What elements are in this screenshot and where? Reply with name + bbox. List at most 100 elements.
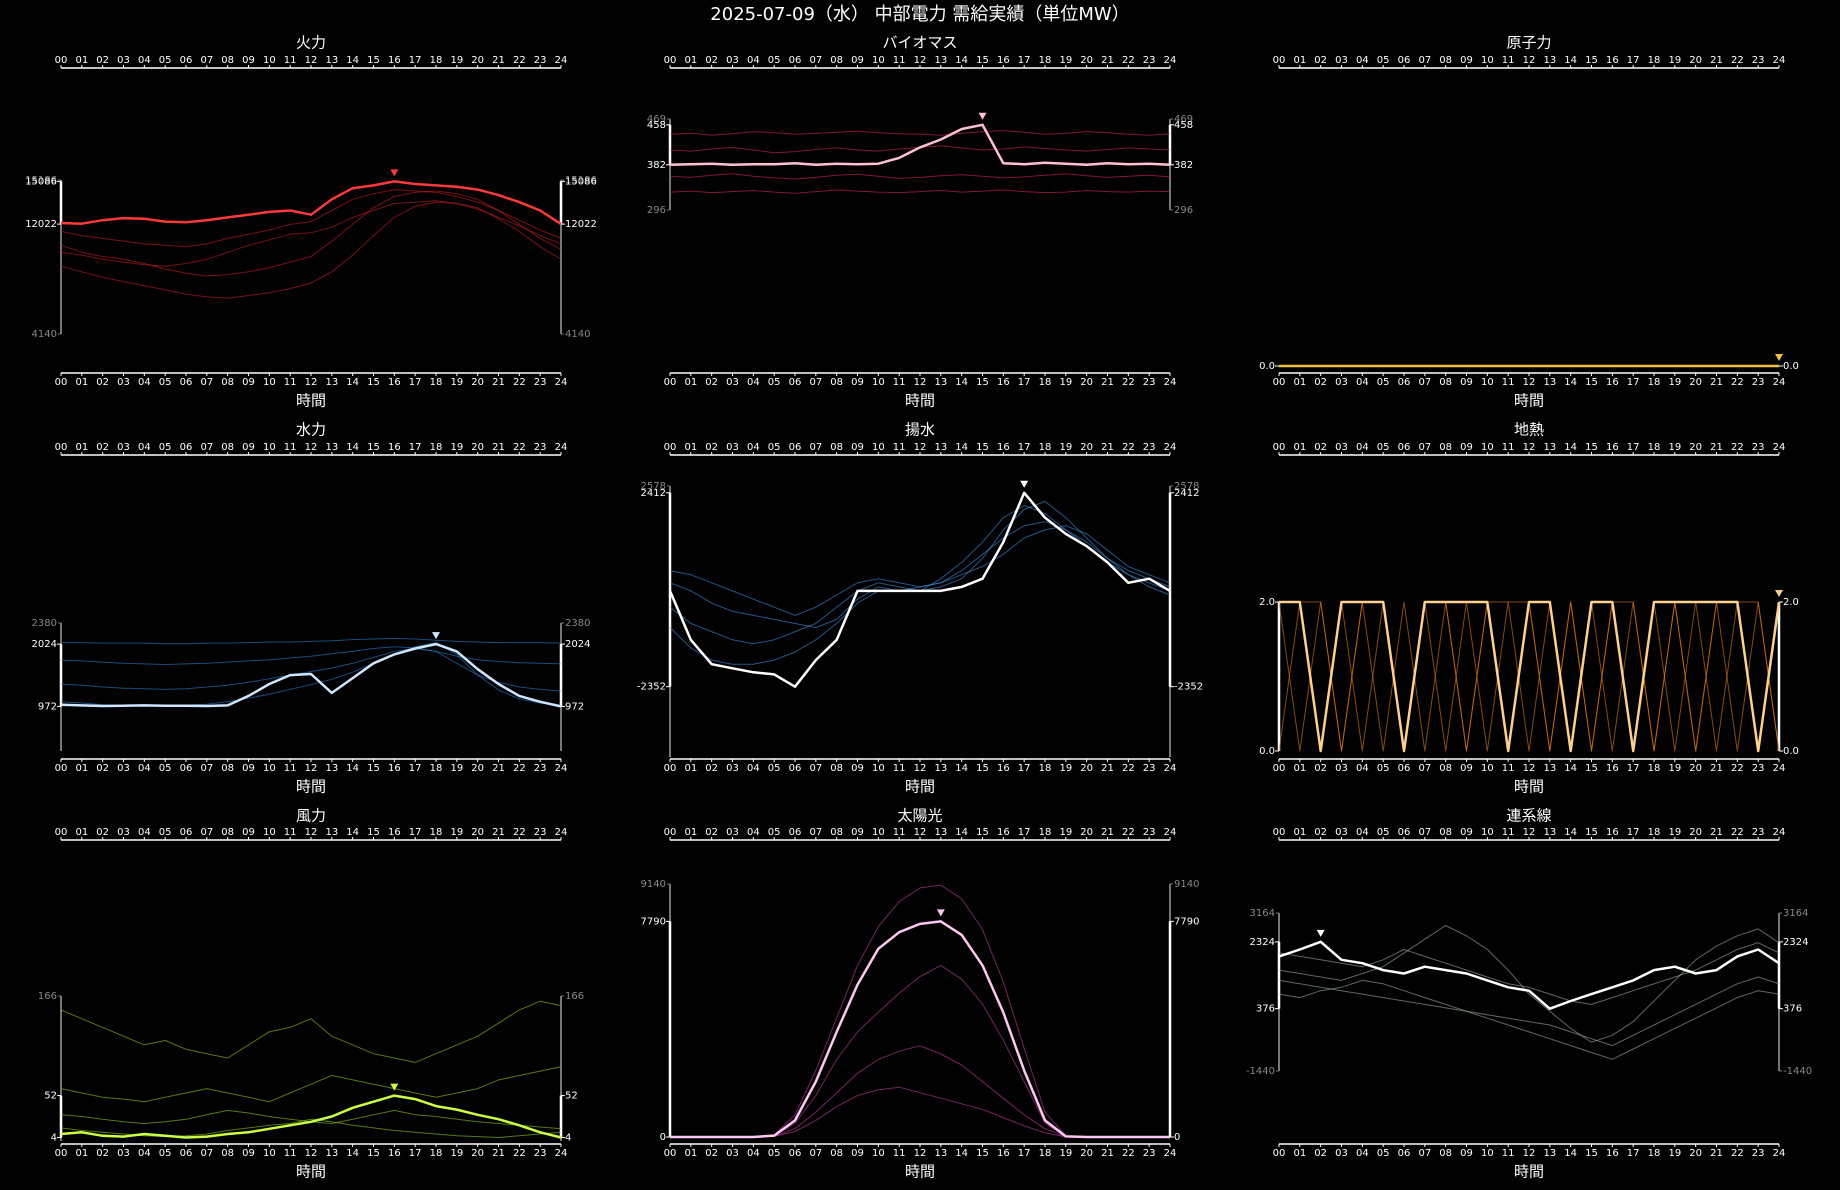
x-tick-label: 00 <box>55 763 68 774</box>
x-tick-label: 20 <box>1080 377 1093 388</box>
x-tick-label: 04 <box>747 442 760 453</box>
x-tick-label: 04 <box>1356 377 1369 388</box>
x-tick-label: 16 <box>1606 55 1619 66</box>
x-tick-label: 15 <box>1585 377 1598 388</box>
x-tick-label: 22 <box>1731 763 1744 774</box>
x-tick-label: 20 <box>1080 1148 1093 1159</box>
y-tick-label: 9140 <box>641 879 666 890</box>
x-tick-label: 16 <box>388 763 401 774</box>
x-tick-label: 05 <box>1377 55 1390 66</box>
x-tick-label: 01 <box>1293 1148 1306 1159</box>
x-tick-label: 04 <box>747 763 760 774</box>
x-tick-label: 05 <box>768 442 781 453</box>
panel-title: 水力 <box>296 421 326 439</box>
series-line <box>669 123 1171 167</box>
x-tick-label: 24 <box>1773 377 1786 388</box>
x-tick-label: 23 <box>1143 763 1156 774</box>
x-tick-label: 10 <box>872 827 885 838</box>
x-tick-label: 16 <box>997 55 1010 66</box>
y-tick-label: 166 <box>38 991 57 1002</box>
x-tick-label: 06 <box>180 55 193 66</box>
x-tick-label: 17 <box>1018 763 1031 774</box>
x-tick-label: 01 <box>1293 763 1306 774</box>
x-tick-label: 09 <box>1460 442 1473 453</box>
x-tick-label: 10 <box>1481 827 1494 838</box>
x-tick-label: 11 <box>284 442 297 453</box>
panel-title: 太陽光 <box>897 807 942 825</box>
x-tick-label: 18 <box>430 827 443 838</box>
x-tick-label: 13 <box>325 1148 338 1159</box>
x-tick-label: 21 <box>1710 1148 1723 1159</box>
x-tick-label: 01 <box>684 763 697 774</box>
x-tick-label: 15 <box>367 763 380 774</box>
x-axis-label: 時間 <box>1514 1163 1544 1181</box>
x-tick-label: 24 <box>1773 55 1786 66</box>
x-tick-label: 10 <box>263 1148 276 1159</box>
x-tick-label: 08 <box>1439 763 1452 774</box>
x-tick-label: 21 <box>1710 55 1723 66</box>
x-tick-label: 14 <box>1564 1148 1577 1159</box>
series-line <box>60 646 562 665</box>
y-day-label: -2352 <box>1174 682 1203 693</box>
x-tick-label: 24 <box>555 827 568 838</box>
x-tick-label: 21 <box>1101 1148 1114 1159</box>
x-tick-label: 05 <box>159 763 172 774</box>
x-tick-label: 23 <box>1143 1148 1156 1159</box>
x-tick-label: 20 <box>471 763 484 774</box>
y-day-label: 7790 <box>641 916 666 927</box>
x-tick-label: 15 <box>976 55 989 66</box>
x-tick-label: 24 <box>555 763 568 774</box>
y-day-label: 12022 <box>565 219 597 230</box>
y-day-label: 0.0 <box>1783 361 1799 372</box>
x-tick-label: 08 <box>830 442 843 453</box>
x-tick-label: 15 <box>976 377 989 388</box>
x-tick-label: 01 <box>684 1148 697 1159</box>
x-tick-label: 12 <box>914 827 927 838</box>
x-tick-label: 02 <box>705 827 718 838</box>
x-tick-label: 04 <box>138 377 151 388</box>
panel-title: 連系線 <box>1506 807 1551 825</box>
x-tick-label: 15 <box>1585 442 1598 453</box>
x-tick-label: 24 <box>1773 827 1786 838</box>
x-tick-label: 19 <box>450 763 463 774</box>
y-tick-label: 2578 <box>641 481 666 492</box>
x-tick-label: 08 <box>221 1148 234 1159</box>
x-tick-label: 07 <box>1418 763 1431 774</box>
x-tick-label: 08 <box>221 442 234 453</box>
x-tick-label: 11 <box>1502 763 1515 774</box>
x-tick-label: 13 <box>325 55 338 66</box>
x-tick-label: 18 <box>1648 763 1661 774</box>
x-tick-label: 13 <box>1543 763 1556 774</box>
x-tick-label: 21 <box>492 763 505 774</box>
x-tick-label: 03 <box>1335 377 1348 388</box>
series-line <box>670 920 1170 1139</box>
x-tick-label: 05 <box>768 827 781 838</box>
x-tick-label: 23 <box>534 442 547 453</box>
x-tick-label: 05 <box>768 1148 781 1159</box>
x-tick-label: 18 <box>1648 377 1661 388</box>
x-tick-label: 08 <box>1439 55 1452 66</box>
x-tick-label: 10 <box>1481 763 1494 774</box>
x-tick-label: 11 <box>284 763 297 774</box>
x-axis-label: 時間 <box>296 778 326 796</box>
series-line <box>60 1000 562 1063</box>
x-tick-label: 10 <box>1481 1148 1494 1159</box>
x-tick-label: 04 <box>138 442 151 453</box>
x-tick-label: 12 <box>305 55 318 66</box>
x-tick-label: 10 <box>872 763 885 774</box>
x-tick-label: 22 <box>1731 377 1744 388</box>
x-tick-label: 05 <box>1377 1148 1390 1159</box>
x-tick-label: 09 <box>851 1148 864 1159</box>
x-tick-label: 11 <box>893 827 906 838</box>
x-tick-label: 01 <box>75 827 88 838</box>
x-tick-label: 18 <box>1648 1148 1661 1159</box>
x-tick-label: 15 <box>976 827 989 838</box>
x-tick-label: 22 <box>513 827 526 838</box>
series-line <box>60 180 562 226</box>
x-tick-label: 14 <box>346 377 359 388</box>
panel-title: 風力 <box>296 807 326 825</box>
x-tick-label: 09 <box>242 377 255 388</box>
x-tick-label: 09 <box>851 377 864 388</box>
x-tick-label: 07 <box>1418 827 1431 838</box>
x-tick-label: 08 <box>1439 1148 1452 1159</box>
